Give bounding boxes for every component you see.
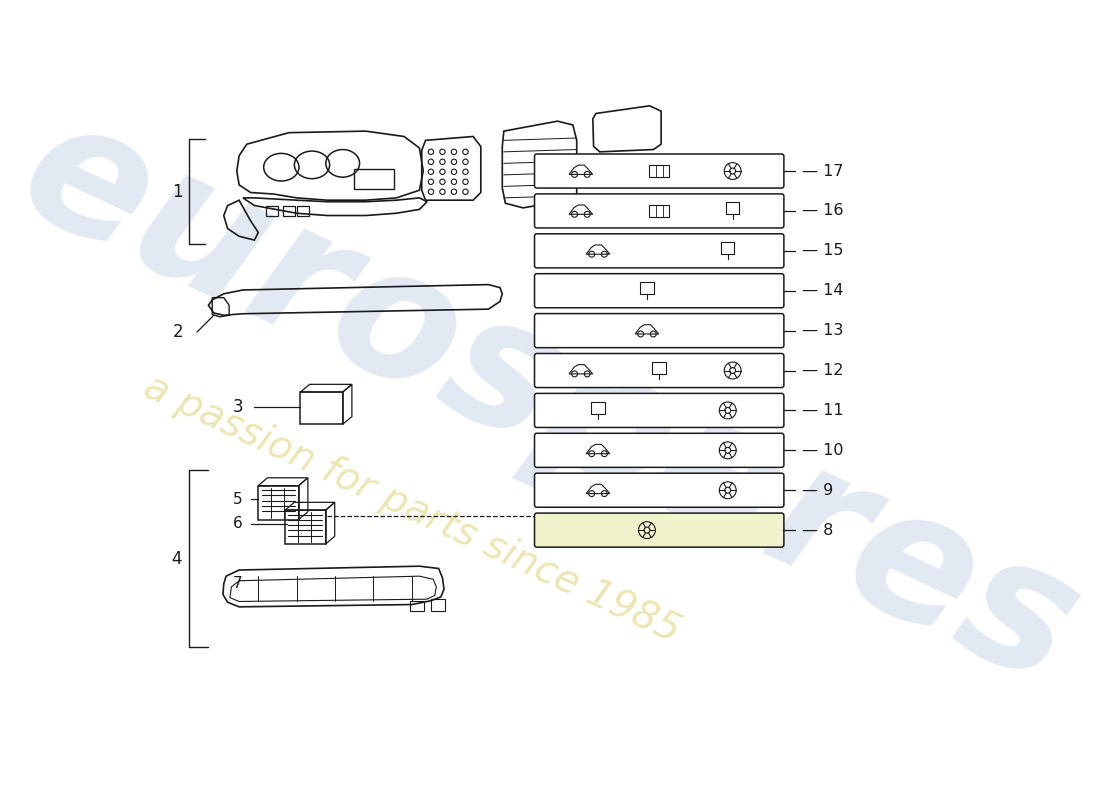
Text: 4: 4 xyxy=(170,550,182,567)
Text: — 15: — 15 xyxy=(802,243,844,258)
Bar xyxy=(410,601,424,610)
Bar xyxy=(258,486,299,519)
Bar xyxy=(720,242,735,254)
Bar xyxy=(297,206,309,216)
Bar xyxy=(652,362,666,374)
Text: 5: 5 xyxy=(233,492,242,507)
Text: — 10: — 10 xyxy=(802,443,844,458)
Bar xyxy=(649,165,669,177)
Text: — 13: — 13 xyxy=(802,323,844,338)
FancyBboxPatch shape xyxy=(535,513,784,547)
Text: a passion for parts since 1985: a passion for parts since 1985 xyxy=(138,367,685,650)
Text: — 9: — 9 xyxy=(802,482,834,498)
Text: — 16: — 16 xyxy=(802,203,844,218)
FancyBboxPatch shape xyxy=(535,394,784,427)
Bar xyxy=(266,206,278,216)
FancyBboxPatch shape xyxy=(535,354,784,387)
Text: 2: 2 xyxy=(173,323,183,341)
FancyBboxPatch shape xyxy=(535,473,784,507)
Bar xyxy=(431,599,444,610)
Bar xyxy=(726,202,739,214)
Text: — 11: — 11 xyxy=(802,403,844,418)
FancyBboxPatch shape xyxy=(535,314,784,348)
Bar xyxy=(592,402,605,414)
FancyBboxPatch shape xyxy=(535,274,784,308)
Bar xyxy=(649,205,669,217)
Text: 1: 1 xyxy=(173,182,183,201)
Bar xyxy=(354,170,394,190)
Text: — 17: — 17 xyxy=(802,163,844,178)
FancyBboxPatch shape xyxy=(535,434,784,467)
Text: — 8: — 8 xyxy=(802,522,834,538)
FancyBboxPatch shape xyxy=(535,194,784,228)
FancyBboxPatch shape xyxy=(535,234,784,268)
Text: 7: 7 xyxy=(233,576,242,591)
Text: 3: 3 xyxy=(232,398,243,416)
Bar xyxy=(640,282,653,294)
Text: — 12: — 12 xyxy=(802,363,844,378)
Bar xyxy=(283,206,295,216)
Text: — 14: — 14 xyxy=(802,283,844,298)
FancyBboxPatch shape xyxy=(535,154,784,188)
Text: 6: 6 xyxy=(233,517,242,531)
Text: eurospares: eurospares xyxy=(0,80,1100,722)
Bar xyxy=(285,510,326,544)
Bar xyxy=(300,392,343,424)
